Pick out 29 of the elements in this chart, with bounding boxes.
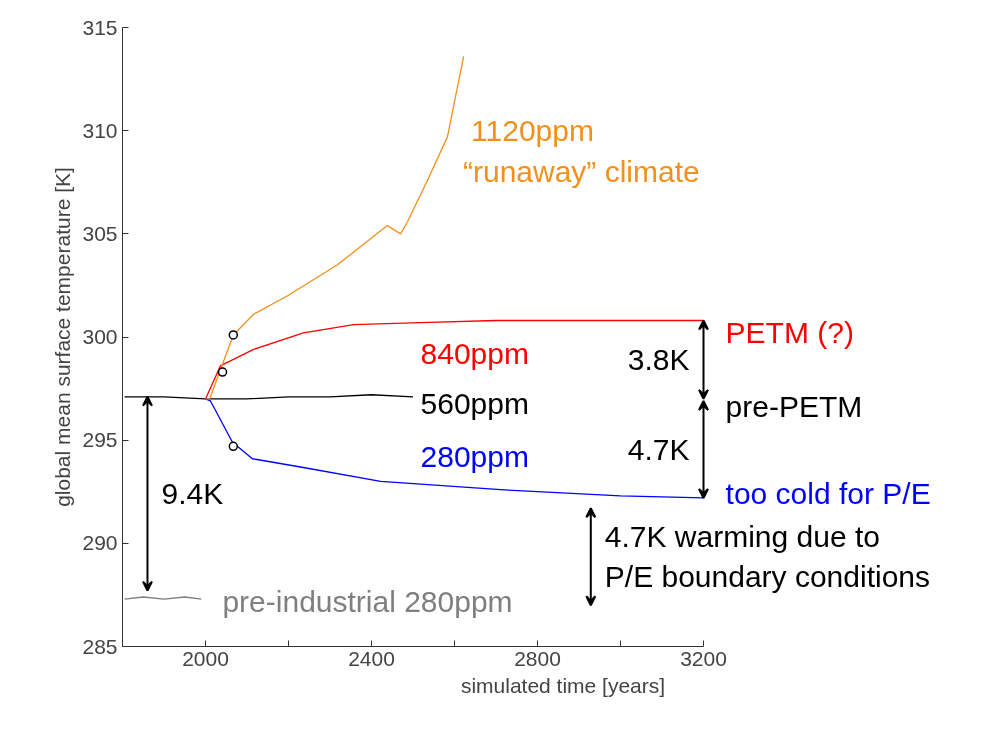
y-tick-label: 310	[82, 118, 118, 142]
y-tick-label: 315	[82, 15, 118, 39]
point	[217, 367, 228, 377]
annotation: 560ppm	[420, 386, 529, 420]
x-tick-label: 3200	[680, 646, 727, 670]
y-tick-label: 290	[82, 531, 118, 555]
y-tick-label: 285	[82, 634, 118, 658]
y-axis-title: global mean surface temperature [K]	[51, 167, 75, 507]
y-tick-label: 295	[82, 428, 118, 452]
text: PETM (?)	[725, 316, 854, 350]
annotation: 4.7K	[627, 432, 690, 466]
x-tick-label: 2400	[348, 646, 395, 670]
text: pre-PETM	[725, 390, 863, 424]
point	[228, 441, 239, 452]
y-tick-label: 300	[82, 325, 118, 348]
x-tick-label: 2800	[514, 646, 561, 670]
annotation: 1120ppm	[471, 114, 594, 148]
annotation: 9.4K	[161, 477, 224, 511]
annotation: “runaway” climate	[462, 155, 700, 189]
annotation: 280ppm	[420, 439, 529, 473]
annotation: 4.7K warming due to P/E boundary conditions	[604, 520, 930, 594]
x-tick-label: 2000	[182, 646, 229, 670]
x-axis-title: simulated time [years]	[460, 673, 666, 697]
y-tick-label: 305	[82, 221, 118, 245]
annotation: pre-industrial 280ppm	[222, 584, 513, 618]
point	[228, 330, 239, 340]
annotation: 3.8K	[627, 343, 690, 377]
annotation: 840ppm	[420, 337, 529, 371]
text: too cold for P/E	[725, 477, 931, 511]
